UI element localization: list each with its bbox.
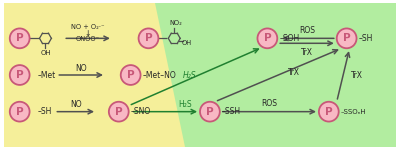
Text: P: P (115, 107, 122, 117)
Text: ROS: ROS (261, 99, 277, 108)
Text: NO₂: NO₂ (170, 21, 183, 27)
Circle shape (138, 28, 158, 48)
Text: TrX: TrX (350, 70, 362, 80)
Circle shape (10, 65, 30, 85)
Text: NO: NO (75, 64, 87, 73)
Text: –SNO: –SNO (131, 107, 151, 116)
Text: –SSH: –SSH (222, 107, 241, 116)
Text: P: P (264, 33, 271, 43)
Circle shape (10, 102, 30, 122)
Circle shape (337, 28, 356, 48)
Text: –SSOₙH: –SSOₙH (341, 109, 366, 115)
Circle shape (319, 102, 339, 122)
Text: P: P (343, 33, 350, 43)
Text: –SH: –SH (358, 34, 373, 43)
Text: P: P (127, 70, 134, 80)
Text: P: P (325, 107, 333, 117)
Text: TrX: TrX (301, 48, 313, 57)
Text: –Met: –Met (38, 70, 56, 80)
Text: NO: NO (70, 100, 82, 109)
Text: P: P (16, 107, 24, 117)
Text: ONOO⁻: ONOO⁻ (76, 36, 100, 42)
Circle shape (10, 28, 30, 48)
Text: H₂S: H₂S (178, 100, 192, 109)
Text: ROS: ROS (299, 26, 315, 35)
Text: –Met–NO: –Met–NO (142, 70, 176, 80)
Circle shape (109, 102, 129, 122)
Polygon shape (4, 3, 220, 147)
Circle shape (258, 28, 277, 48)
Text: –SOH: –SOH (279, 34, 300, 43)
Text: ↓: ↓ (85, 29, 91, 38)
Text: TrX: TrX (288, 68, 300, 76)
Text: OH: OH (182, 40, 192, 46)
Text: H₂S: H₂S (183, 70, 197, 80)
Text: OH: OH (40, 50, 51, 56)
Text: P: P (16, 33, 24, 43)
Text: P: P (16, 70, 24, 80)
Circle shape (200, 102, 220, 122)
Text: NO + O₂·⁻: NO + O₂·⁻ (71, 24, 105, 30)
Text: –SH: –SH (38, 107, 52, 116)
Text: P: P (145, 33, 152, 43)
Circle shape (121, 65, 140, 85)
Polygon shape (156, 3, 396, 147)
Text: P: P (206, 107, 214, 117)
